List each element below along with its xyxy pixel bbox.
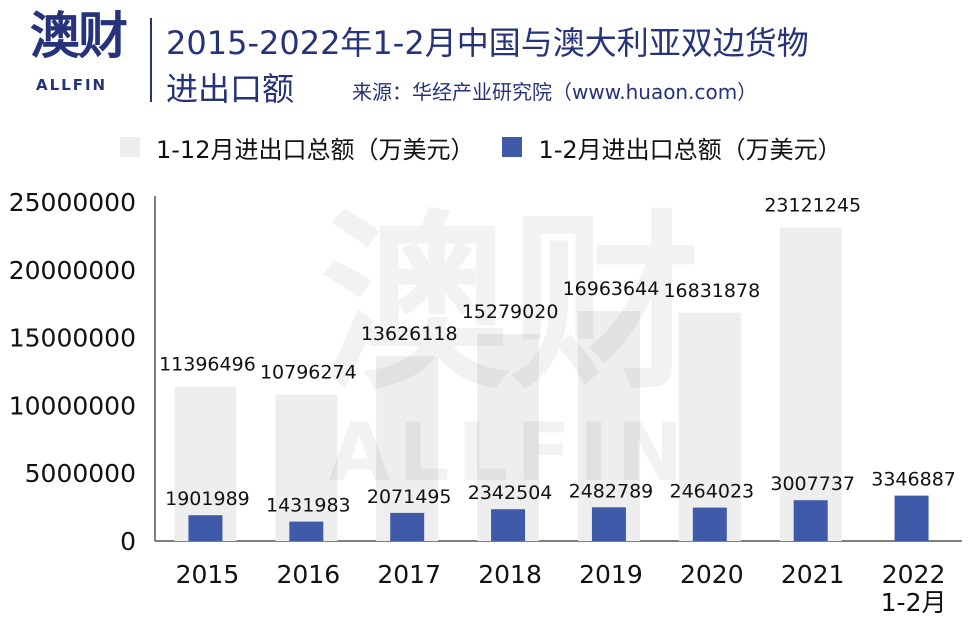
bar-jan-feb	[390, 512, 425, 541]
data-label-full-year: 15279020	[462, 301, 559, 323]
chart-header: 澳财 ALLFIN 2015-2022年1-2月中国与澳大利亚双边货物 进出口额…	[0, 0, 968, 112]
data-label-full-year: 10796274	[260, 362, 357, 384]
legend-item-full-year: 1-12月进出口总额（万美元）	[120, 130, 474, 165]
y-tick-label: 15000000	[9, 324, 136, 353]
bar-full-year	[376, 356, 439, 541]
bar-full-year	[577, 310, 640, 541]
data-label-full-year: 13626118	[361, 323, 458, 345]
allfin-logo: 澳财	[30, 6, 128, 66]
legend-label-jan-feb: 1-2月进出口总额（万美元）	[538, 135, 842, 164]
chart-title-line-1: 2015-2022年1-2月中国与澳大利亚双边货物	[166, 24, 809, 62]
y-tick-label: 0	[120, 527, 136, 556]
legend-swatch-full-year	[120, 137, 140, 157]
y-tick-label: 10000000	[9, 391, 136, 420]
bar-jan-feb	[289, 521, 324, 541]
x-tick-label: 2018	[478, 560, 542, 589]
x-tick-label: 2017	[377, 560, 441, 589]
bar-jan-feb	[894, 495, 929, 541]
legend-label-full-year: 1-12月进出口总额（万美元）	[156, 135, 475, 164]
data-label-jan-feb: 1431983	[266, 495, 351, 517]
data-label-jan-feb: 1901989	[165, 488, 250, 510]
x-tick-label: 2016	[277, 560, 341, 589]
y-tick-label: 20000000	[9, 256, 136, 285]
x-tick-label: 2021	[781, 560, 845, 589]
header-divider	[150, 18, 152, 102]
x-tick-label: 1-2月	[881, 588, 947, 617]
data-label-jan-feb: 2464023	[670, 481, 755, 503]
chart-legend: 1-12月进出口总额（万美元） 1-2月进出口总额（万美元）	[120, 130, 870, 164]
data-label-jan-feb: 3007737	[770, 473, 855, 495]
logo-english-text: ALLFIN	[36, 76, 108, 94]
bar-full-year	[477, 333, 540, 541]
source-note: 来源：华经产业研究院（www.huaon.com）	[352, 80, 758, 104]
bar-full-year	[678, 312, 741, 541]
y-tick-label: 5000000	[25, 459, 136, 488]
bar-jan-feb	[591, 507, 626, 541]
legend-swatch-jan-feb	[502, 137, 523, 157]
x-tick-label: 2022	[882, 560, 946, 589]
x-tick-label: 2020	[680, 560, 744, 589]
data-label-jan-feb: 3346887	[871, 469, 956, 491]
bar-jan-feb	[188, 515, 223, 541]
bar-jan-feb	[692, 507, 727, 541]
logo-text: 澳财	[30, 7, 128, 65]
data-label-jan-feb: 2482789	[569, 480, 654, 502]
chart-title-line-2: 进出口额	[166, 70, 295, 108]
bar-full-year	[779, 227, 842, 541]
data-label-full-year: 11396496	[159, 353, 256, 375]
legend-item-jan-feb: 1-2月进出口总额（万美元）	[502, 130, 842, 165]
x-tick-label: 2019	[579, 560, 643, 589]
data-label-jan-feb: 2342504	[468, 482, 553, 504]
bar-full-year	[275, 394, 338, 541]
data-label-jan-feb: 2071495	[367, 486, 452, 508]
bar-jan-feb	[793, 500, 828, 541]
bar-jan-feb	[491, 509, 526, 541]
data-label-full-year: 16963644	[563, 278, 660, 300]
x-tick-label: 2015	[176, 560, 240, 589]
data-label-full-year: 16831878	[663, 280, 760, 302]
y-tick-label: 25000000	[9, 188, 136, 217]
data-label-full-year: 23121245	[764, 194, 861, 216]
